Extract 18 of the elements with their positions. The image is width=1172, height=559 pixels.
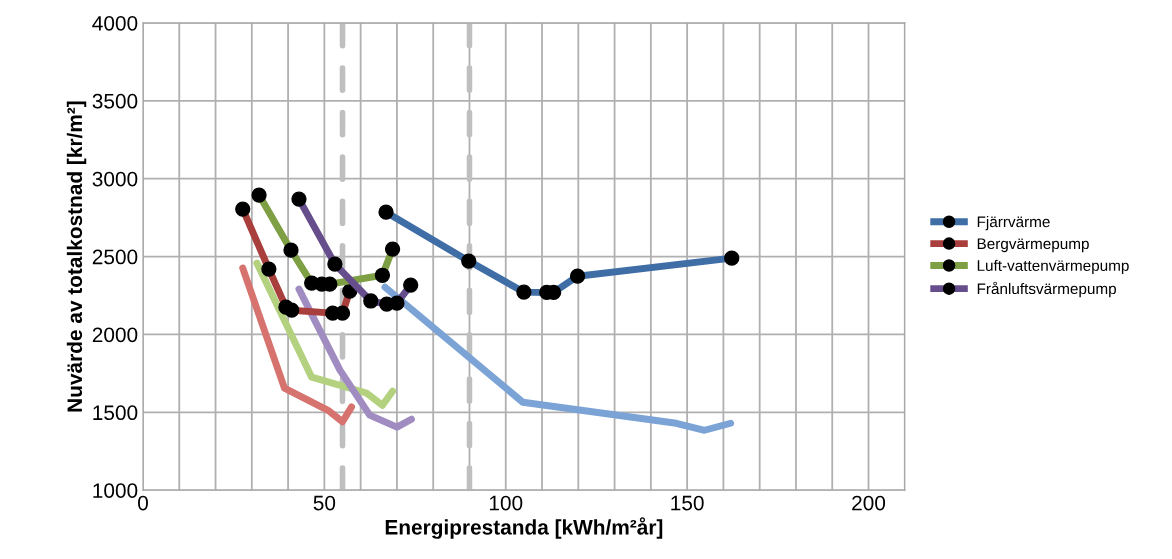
y-axis-title: Nuvärde av totalkostnad [kr/m²]: [66, 101, 87, 412]
x-tick-label: 150: [671, 495, 704, 511]
x-tick-label: 100: [489, 495, 523, 511]
y-tick-label: 3000: [92, 171, 138, 187]
y-tick-label: 3500: [92, 93, 138, 109]
y-tick-label: 1500: [93, 405, 138, 421]
x-tick-label: 50: [313, 495, 336, 511]
x-tick-label: 200: [852, 495, 886, 511]
legend-label: Luft-vattenvärmepump: [977, 259, 1129, 275]
y-tick-label: 4000: [92, 15, 138, 31]
y-tick-label: 1000: [93, 483, 138, 498]
legend-label: Fjärrvärme: [977, 216, 1050, 231]
y-tick-label: 2500: [92, 249, 138, 265]
legend-label: Bergvärmepump: [977, 238, 1089, 253]
legend-label: Frånluftsvärmepump: [977, 281, 1116, 298]
y-tick-label: 2000: [92, 327, 138, 343]
x-tick-label: 0: [138, 495, 148, 511]
x-axis-title: Energiprestanda [kWh/m²år]: [385, 517, 663, 539]
